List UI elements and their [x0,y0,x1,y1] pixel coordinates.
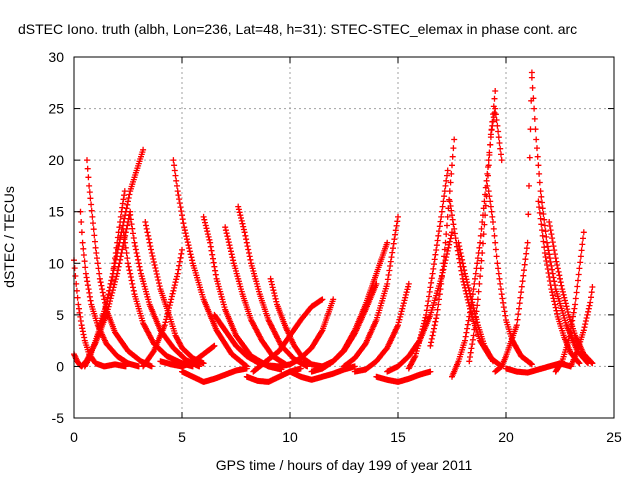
data-series [351,280,412,375]
data-series [140,246,185,370]
data-series [250,296,326,375]
data-points [71,69,596,385]
series-markers [250,296,326,375]
x-tick-label: 20 [498,429,514,445]
x-tick-label: 10 [282,429,298,445]
y-tick-label: 5 [56,307,64,323]
data-series [466,105,505,365]
series-markers [287,363,358,383]
data-series [96,188,128,329]
series-markers [373,368,434,385]
series-markers [341,213,401,370]
series-markers [466,105,505,365]
series-markers [503,360,574,376]
y-tick-label: 30 [48,49,64,65]
data-series [276,296,337,370]
axis-ticks: 0 5 10 15 20 25 -5 0 5 10 15 20 25 30 [48,49,622,445]
data-series [485,188,535,368]
series-markers [140,246,185,370]
series-markers [319,239,391,370]
plot-frame [73,56,615,419]
data-series [179,365,250,385]
series-markers [157,342,218,370]
series-markers [276,296,337,370]
data-series [503,360,574,376]
series-markers [351,280,412,375]
x-tick-label: 5 [178,429,186,445]
data-series [319,239,391,370]
data-series [267,275,326,370]
data-series [373,368,434,385]
data-series [552,229,587,375]
series-markers [235,203,311,370]
x-tick-label: 25 [606,429,622,445]
series-markers [179,365,250,385]
x-tick-label: 0 [70,429,78,445]
x-tick-label: 15 [390,429,406,445]
series-markers [492,69,535,375]
series-markers [405,167,451,372]
y-tick-label: 20 [48,152,64,168]
data-series [427,136,458,349]
data-series [492,69,535,375]
series-markers [567,284,596,370]
data-series [157,342,218,370]
series-markers [96,188,128,329]
data-series [287,363,358,383]
series-markers [267,275,326,370]
series-markers [552,229,587,375]
series-markers [170,157,250,370]
data-series [567,284,596,370]
y-tick-label: 15 [48,204,64,220]
x-axis-title: GPS time / hours of day 199 of year 2011 [216,457,473,473]
data-series [405,167,451,372]
y-tick-label: 10 [48,255,64,271]
y-axis-title: dSTEC / TECUs [1,186,17,288]
series-markers [427,136,458,349]
chart-title: dSTEC Iono. truth (albh, Lon=236, Lat=48… [18,21,577,37]
data-series [341,213,401,370]
series-markers [485,188,535,368]
data-series [170,157,250,370]
grid [74,57,614,418]
y-tick-label: 0 [56,358,64,374]
data-series [235,203,311,370]
y-tick-label: 25 [48,101,64,117]
y-tick-label: -5 [52,410,65,426]
